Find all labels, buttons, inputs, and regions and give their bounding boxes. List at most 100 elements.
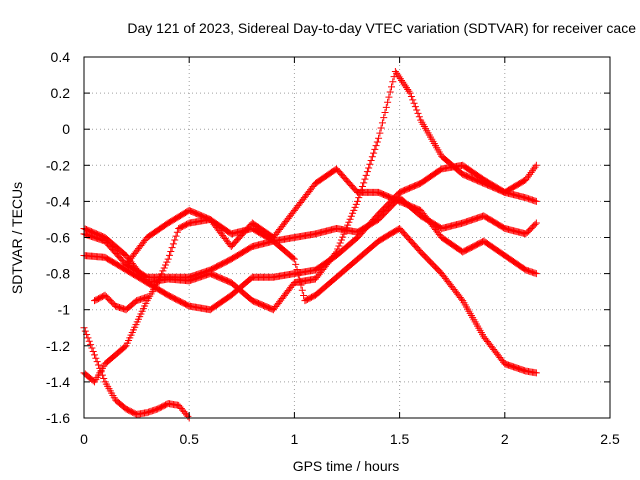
- data-point-marker: [346, 215, 354, 223]
- data-point-marker: [370, 149, 378, 157]
- data-point-marker: [373, 138, 381, 146]
- x-tick-label: 1.5: [390, 431, 410, 447]
- data-point-marker: [92, 354, 100, 362]
- data-point-marker: [167, 247, 175, 255]
- data-point-marker: [366, 160, 374, 168]
- data-point-marker: [530, 165, 538, 173]
- y-tick-label: 0.2: [51, 85, 71, 101]
- data-point-marker: [532, 197, 540, 205]
- plot-frame: [83, 56, 611, 419]
- data-point-marker: [159, 267, 167, 275]
- data-point-marker: [292, 260, 300, 268]
- data-point-marker: [527, 169, 535, 177]
- data-point-marker: [377, 124, 385, 132]
- data-point-marker: [360, 179, 368, 187]
- data-point-marker: [336, 239, 344, 247]
- data-point-marker: [350, 206, 358, 214]
- data-point-marker: [405, 87, 413, 95]
- data-point-marker: [415, 113, 423, 121]
- data-point-marker: [91, 351, 99, 359]
- data-point-marker: [84, 334, 92, 342]
- y-tick-label: -0.6: [46, 230, 70, 246]
- data-point-marker: [349, 209, 357, 217]
- data-point-marker: [154, 279, 162, 287]
- series-arc-7: [91, 291, 151, 314]
- data-point-marker: [532, 161, 540, 169]
- y-tick-label: -0.8: [46, 266, 70, 282]
- data-point-marker: [347, 212, 355, 220]
- data-point-marker: [351, 203, 359, 211]
- data-point-marker: [365, 164, 373, 172]
- data-point-marker: [401, 82, 409, 90]
- data-point-marker: [298, 286, 306, 294]
- x-tick-label: 2.5: [600, 431, 620, 447]
- data-point-marker: [532, 270, 540, 278]
- data-point-marker: [172, 232, 180, 240]
- data-point-marker: [371, 145, 379, 153]
- data-point-marker: [290, 255, 298, 263]
- data-point-marker: [382, 103, 390, 111]
- data-point-marker: [531, 220, 539, 228]
- data-point-marker: [81, 327, 89, 335]
- data-point-marker: [368, 153, 376, 161]
- y-tick-label: 0.4: [51, 49, 71, 65]
- series-arc-6: [80, 215, 540, 386]
- data-point-marker: [358, 183, 366, 191]
- data-point-marker: [457, 295, 465, 303]
- data-point-marker: [389, 78, 397, 86]
- chart-title: Day 121 of 2023, Sidereal Day-to-day VTE…: [127, 20, 636, 36]
- data-point-marker: [168, 244, 176, 252]
- data-point-marker: [399, 78, 407, 86]
- data-point-marker: [94, 361, 102, 369]
- data-point-marker: [531, 163, 539, 171]
- data-point-marker: [296, 276, 304, 284]
- data-point-marker: [402, 84, 410, 92]
- data-point-marker: [162, 261, 170, 269]
- data-point-marker: [85, 337, 93, 345]
- y-tick-label: 0: [62, 121, 70, 137]
- data-point-marker: [391, 67, 399, 75]
- data-point-marker: [121, 343, 129, 351]
- data-point-marker: [335, 242, 343, 250]
- data-point-marker: [395, 73, 403, 81]
- y-tick-label: -1.4: [46, 374, 70, 390]
- data-point-marker: [413, 106, 421, 114]
- x-tick-label: 2: [501, 431, 509, 447]
- data-point-marker: [294, 271, 302, 279]
- data-point-marker: [361, 175, 369, 183]
- data-point-marker: [173, 228, 181, 236]
- data-point-marker: [337, 236, 345, 244]
- data-point-marker: [532, 369, 540, 377]
- y-tick-label: -1.2: [46, 338, 70, 354]
- data-point-marker: [367, 157, 375, 165]
- data-point-marker: [165, 251, 173, 259]
- data-point-marker: [293, 266, 301, 274]
- data-point-marker: [156, 273, 164, 281]
- data-point-marker: [88, 344, 96, 352]
- data-point-marker: [409, 96, 417, 104]
- data-point-marker: [385, 93, 393, 101]
- data-point-marker: [381, 109, 389, 117]
- data-point-marker: [384, 98, 392, 106]
- data-point-marker: [380, 114, 388, 122]
- x-tick-label: 0: [80, 431, 88, 447]
- data-point-marker: [354, 197, 362, 205]
- data-point-marker: [171, 236, 179, 244]
- data-point-marker: [339, 233, 347, 241]
- data-point-marker: [362, 171, 370, 179]
- data-point-marker: [93, 358, 101, 366]
- x-tick-label: 0.5: [179, 431, 199, 447]
- y-tick-label: -1: [58, 302, 71, 318]
- grid-layer: [84, 57, 610, 418]
- data-point-marker: [155, 276, 163, 284]
- data-point-marker: [526, 170, 534, 178]
- data-point-marker: [184, 412, 192, 420]
- data-point-marker: [160, 264, 168, 272]
- data-point-marker: [396, 75, 404, 83]
- data-point-marker: [407, 92, 415, 100]
- x-axis-label: GPS time / hours: [293, 458, 400, 474]
- y-axis-label: SDTVAR / TECUs: [9, 182, 25, 294]
- data-point-marker: [297, 281, 305, 289]
- data-point-marker: [398, 76, 406, 84]
